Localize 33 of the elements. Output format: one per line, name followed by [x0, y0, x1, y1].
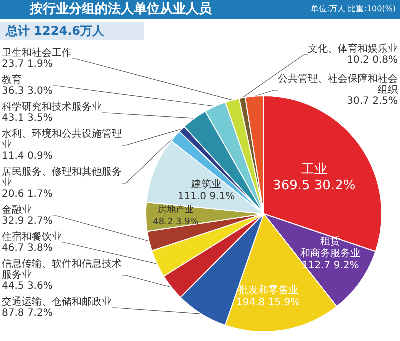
slice-label: 房地产业	[158, 204, 194, 216]
data-label: 10.2 0.8%	[347, 55, 398, 66]
slice-label: 科学研究和技术服务业	[2, 101, 102, 113]
slice-label: 居民服务、修理和其他服务业	[2, 166, 122, 189]
data-label: 20.6 1.7%	[2, 189, 53, 200]
slice-label: 建筑业	[190, 178, 222, 190]
chart-title: 按行业分组的法人单位从业人员	[29, 1, 213, 17]
text: 总计 1224.6万人	[5, 24, 106, 38]
data-label: 23.7 1.9%	[2, 59, 53, 70]
slice-label: 工业	[301, 162, 328, 178]
data-label: 11.4 0.9%	[2, 151, 53, 162]
data-label: 46.7 3.8%	[2, 243, 53, 254]
data-label: 194.8 15.9%	[236, 298, 300, 309]
data-label: 87.8 7.2%	[2, 308, 53, 319]
data-label: 32.9 2.7%	[2, 216, 53, 227]
data-label: 369.5 30.2%	[273, 178, 356, 194]
slice-label: 文化、体育和娱乐业	[308, 43, 398, 55]
data-label: 111.0 9.1%	[178, 191, 236, 202]
slice-label: 批发和零售业	[238, 284, 298, 297]
slice-label: 交通运输、仓储和邮政业	[2, 296, 112, 308]
slice-label: 住宿和餐饮业	[2, 231, 62, 243]
data-label: 48.2 3.9%	[153, 218, 200, 228]
chart-subtitle: 单位:万人 比重:100(%)	[310, 4, 396, 14]
data-label: 43.1 3.5%	[2, 113, 53, 124]
slice-label: 卫生和社会工作	[2, 47, 72, 59]
data-label: 36.3 3.0%	[2, 86, 53, 97]
slice-label: 水利、环境和公共设施管理业	[2, 128, 122, 151]
slice-label: 公共管理、社会保障和社会组织	[278, 73, 398, 96]
slice-label: 信息传输、软件和信息技术服务业	[2, 258, 122, 281]
slice-label: 教育	[2, 74, 22, 86]
slice-label: 金融业	[2, 204, 32, 216]
data-label: 30.7 2.5%	[347, 96, 398, 107]
data-label: 44.5 3.6%	[2, 281, 53, 292]
